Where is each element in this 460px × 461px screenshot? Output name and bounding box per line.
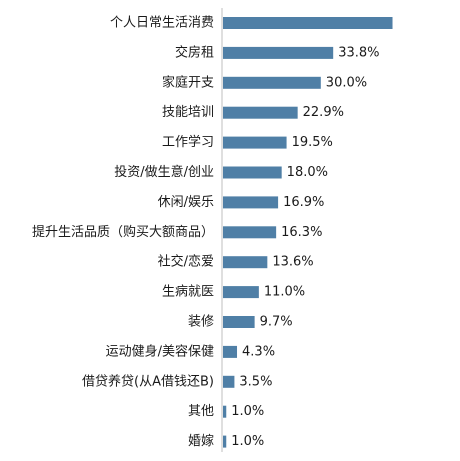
category-label: 投资/做生意/创业: [114, 164, 214, 180]
value-label: 33.8%: [338, 45, 379, 60]
value-label: 13.6%: [272, 255, 313, 270]
category-label: 家庭开支: [162, 74, 214, 90]
category-label: 休闲/娱乐: [158, 195, 214, 210]
bar: [223, 46, 334, 59]
category-label: 交房租: [175, 44, 214, 60]
bar: [223, 106, 298, 119]
value-label: 1.0%: [231, 434, 264, 449]
bar: [223, 316, 255, 328]
category-label: 婚嫁: [188, 434, 214, 449]
bar: [223, 435, 227, 448]
bar: [223, 136, 287, 149]
category-label: 运动健身/美容保健: [106, 343, 214, 359]
bar: [223, 226, 277, 239]
value-label: 16.3%: [281, 225, 322, 240]
category-label: 技能培训: [162, 104, 214, 120]
value-label: 1.0%: [231, 404, 264, 419]
bar: [223, 405, 227, 418]
value-label: 19.5%: [292, 135, 333, 150]
bar: [223, 375, 235, 388]
category-label: 提升生活品质（购买大额商品）: [32, 224, 214, 240]
value-label: 18.0%: [287, 165, 328, 180]
category-label: 借贷养贷(从A借钱还B): [82, 373, 214, 389]
bar: [223, 345, 238, 358]
bar: [223, 286, 259, 299]
value-label: 16.9%: [283, 195, 324, 210]
bar: [223, 166, 282, 179]
category-label: 生病就医: [162, 285, 214, 300]
bar: [223, 196, 279, 209]
value-label: 30.0%: [326, 75, 367, 90]
category-label: 其他: [188, 404, 214, 419]
value-label: 9.7%: [260, 315, 293, 330]
value-labels-group: 33.8% 30.0% 22.9% 19.5% 18.0% 16.9% 16.3% 13.6%…: [231, 45, 379, 449]
category-label: 社交/恋爱: [158, 254, 214, 270]
bar: [223, 256, 268, 269]
bar: [223, 17, 393, 29]
category-label: 个人日常生活消费: [110, 16, 214, 31]
value-label: 4.3%: [242, 344, 275, 359]
category-label: 装修: [188, 315, 214, 330]
category-labels-group: 个人日常生活消费交房租家庭开支技能培训工作学习投资/做生意/创业休闲/娱乐提升生…: [32, 16, 214, 450]
value-label: 22.9%: [303, 105, 344, 120]
category-label: 工作学习: [162, 134, 214, 150]
bars-group: [223, 17, 393, 448]
bar: [223, 76, 321, 89]
value-label: 11.0%: [264, 285, 305, 300]
value-label: 3.5%: [239, 374, 272, 389]
